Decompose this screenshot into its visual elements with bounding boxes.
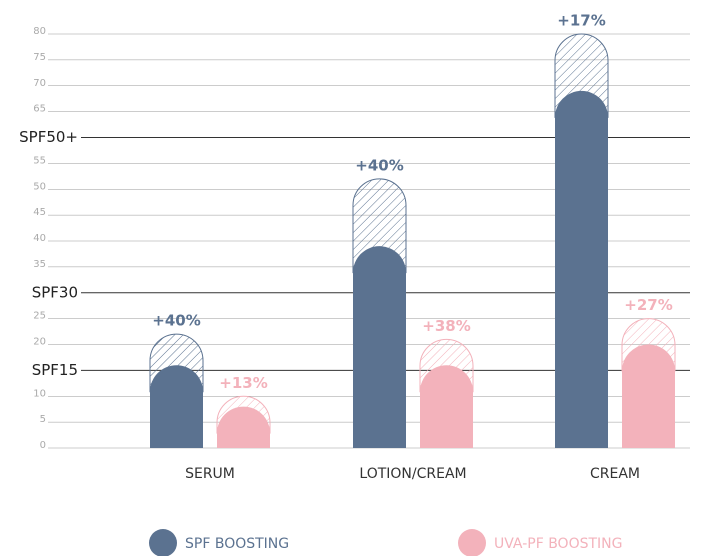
y-tick-label: 35: [33, 259, 46, 270]
y-tick-label: SPF50+: [19, 128, 78, 146]
y-tick-label: 10: [33, 388, 46, 399]
x-tick-label: SERUM: [185, 466, 235, 482]
y-tick-label: 70: [33, 78, 46, 89]
y-tick-label: 25: [33, 311, 46, 322]
bar: [420, 365, 473, 448]
boost-label: +40%: [355, 156, 403, 174]
y-tick-label: SPF15: [32, 361, 78, 379]
x-tick-label: LOTION/CREAM: [359, 466, 466, 482]
y-tick-label: 80: [33, 26, 46, 37]
boost-label: +40%: [152, 312, 200, 330]
bar: [555, 90, 608, 449]
y-tick-label: 5: [40, 414, 46, 425]
y-tick-label: 75: [33, 52, 46, 63]
boost-label: +17%: [557, 12, 605, 30]
boost-segment: [352, 178, 407, 274]
boost-label: +27%: [624, 296, 672, 314]
y-tick-label: 20: [33, 337, 46, 348]
y-tick-label: 0: [40, 440, 46, 451]
y-tick-label: 50: [33, 181, 46, 192]
legend-swatch: [149, 529, 177, 556]
y-tick-label: 45: [33, 207, 46, 218]
y-tick-label: 55: [33, 155, 46, 166]
y-tick-label: 65: [33, 104, 46, 115]
legend-label: UVA-PF BOOSTING: [494, 536, 622, 552]
y-tick-label: SPF30: [32, 283, 78, 301]
boost-label: +38%: [422, 317, 470, 335]
x-tick-label: CREAM: [590, 466, 640, 482]
boost-label: +13%: [219, 374, 267, 392]
bar: [150, 365, 203, 448]
bar: [622, 344, 675, 448]
bar: [217, 406, 270, 448]
legend-swatch: [458, 529, 486, 556]
legend-label: SPF BOOSTING: [185, 536, 289, 552]
bar: [353, 246, 406, 448]
y-tick-label: 40: [33, 233, 46, 244]
